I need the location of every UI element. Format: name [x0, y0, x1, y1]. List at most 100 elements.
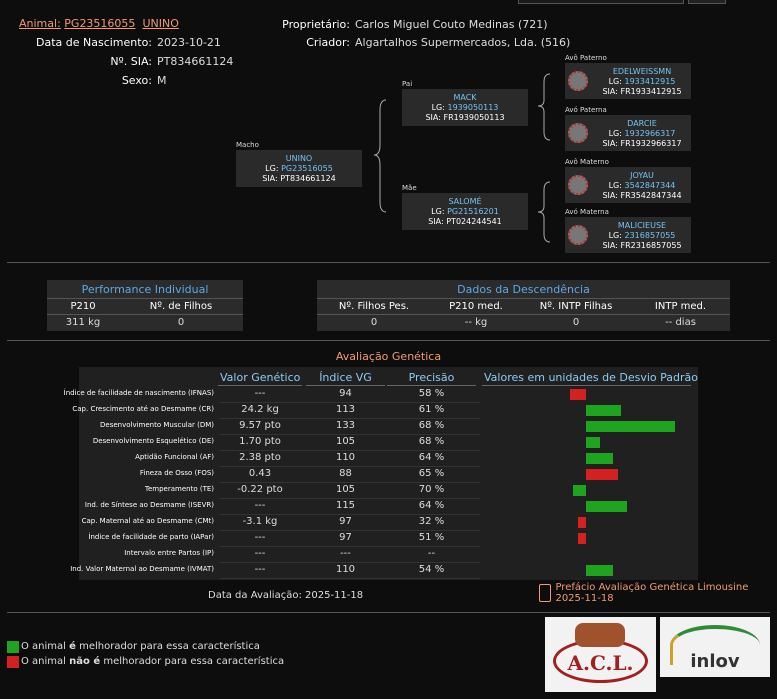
lg-label: LG: [608, 181, 622, 190]
column-header: Valor Genético [220, 371, 301, 384]
row-divider [220, 578, 480, 579]
sd-bar [586, 565, 613, 576]
column-header: P210 med. [449, 301, 503, 312]
sd-bar [586, 421, 676, 432]
trait-name: Índice de facilidade de parto (IAPar) [88, 533, 214, 541]
eval-precision: 68 % [418, 420, 445, 431]
inlov-logo: inlov [660, 617, 770, 677]
node-role: Macho [236, 141, 259, 149]
lg-label: LG: [608, 77, 622, 86]
row-divider [220, 466, 480, 467]
node-name[interactable]: UNINO [285, 154, 313, 163]
node-sia: SIA: FR1932966317 [595, 139, 689, 149]
sia-value: PT024244541 [446, 217, 502, 226]
eval-index: 88 [339, 468, 352, 479]
node-lg: LG: 1932966317 [595, 129, 689, 139]
pdf-icon [539, 584, 552, 602]
lg-value[interactable]: 1939050113 [447, 103, 499, 112]
row-divider [220, 562, 480, 563]
column-header: Índice VG [319, 371, 372, 384]
column-header: Precisão [408, 371, 455, 384]
lg-label: LG: [608, 231, 622, 240]
field-value: PT834661124 [157, 55, 234, 68]
node-sia: SIA: PT024244541 [404, 217, 526, 227]
eval-index: 97 [339, 516, 352, 527]
node-name[interactable]: JOYAU [630, 171, 654, 180]
eval-value: -0.22 pto [237, 484, 283, 495]
node-role: Avó Paterna [565, 106, 607, 114]
table-title: Dados da Descendência [457, 283, 590, 296]
search-input[interactable] [518, 0, 684, 4]
node-name[interactable]: MACK [453, 93, 477, 102]
lg-value[interactable]: 3542847344 [624, 181, 676, 190]
field-value: 2023-10-21 [157, 36, 221, 49]
table-cell: 311 kg [65, 317, 101, 328]
separator [7, 340, 770, 341]
eval-index: 97 [339, 532, 352, 543]
node-name[interactable]: EDELWEISSMN [612, 67, 672, 76]
lg-label: LG: [431, 207, 445, 216]
lg-value[interactable]: PG21516201 [447, 207, 499, 216]
eval-value: 0.43 [248, 468, 272, 479]
row-line [47, 314, 243, 315]
owner-value: Carlos Miguel Couto Medinas (721) [355, 18, 548, 31]
legend-prefix: O animal [21, 641, 66, 652]
lg-value[interactable]: 1933412915 [624, 77, 676, 86]
eval-index: 105 [335, 484, 356, 495]
header-underline [306, 385, 385, 386]
trait-name: Fineza de Osso (FOS) [139, 469, 214, 477]
column-header: Nº. de Filhos [149, 301, 213, 312]
preface-link[interactable]: Prefácio Avaliação Genética Limousine 20… [539, 582, 777, 604]
node-lg: LG: 3542847344 [595, 181, 689, 191]
eval-index: --- [340, 548, 351, 559]
sia-label: SIA: [425, 113, 441, 122]
row-line [317, 298, 730, 299]
node-sia: SIA: PT834661124 [238, 174, 360, 184]
evaluation-table: Valor Genético Índice VG Precisão Valores e… [64, 367, 698, 580]
eval-precision: 65 % [418, 468, 445, 479]
lg-value[interactable]: 2316857055 [624, 231, 676, 240]
separator [7, 262, 770, 263]
eval-precision: 51 % [418, 532, 445, 543]
owner-value: Algartalhos Supermercados, Lda. (516) [355, 36, 571, 49]
animal-icon [568, 225, 588, 245]
eval-index: 110 [335, 452, 356, 463]
trait-name: Temperamento (TE) [144, 485, 214, 493]
lg-value[interactable]: 1932966317 [624, 129, 676, 138]
date-label: Data da Avaliação: [208, 590, 302, 601]
node-name[interactable]: SALOMÉ [448, 197, 482, 206]
eval-index: 110 [335, 564, 356, 575]
animal-icon [568, 123, 588, 143]
node-sia: SIA: FR1939050113 [404, 113, 526, 123]
legend-text: O animal é melhorador para essa caracter… [21, 641, 260, 652]
animal-name[interactable]: UNINO [142, 17, 179, 30]
sd-bar [586, 469, 619, 480]
sia-value: FR3542847344 [620, 191, 682, 200]
eval-precision: 61 % [418, 404, 445, 415]
legend-prefix: O animal [21, 656, 66, 667]
sia-value: PT834661124 [280, 174, 336, 183]
legend-swatch [7, 641, 19, 653]
preface-text: Prefácio Avaliação Genética Limousine 20… [555, 582, 749, 604]
node-name[interactable]: MALICIEUSE [617, 221, 667, 230]
node-name[interactable]: DARCIE [627, 119, 657, 128]
pedigree-node: DARCIE LG: 1932966317 SIA: FR1932966317 [565, 115, 691, 151]
header-underline [387, 385, 476, 386]
legend-emphasis: não é [69, 656, 101, 667]
acl-cow [575, 623, 625, 647]
eval-value: --- [254, 388, 266, 399]
row-divider [220, 546, 480, 547]
pedigree-braces [373, 73, 551, 243]
eval-precision: 64 % [418, 500, 445, 511]
eval-value: 24.2 kg [241, 404, 279, 415]
sia-label: SIA: [602, 241, 618, 250]
search-button[interactable] [688, 0, 726, 4]
eval-value: 9.57 pto [239, 420, 281, 431]
row-divider [220, 498, 480, 499]
sia-label: SIA: [602, 191, 618, 200]
lg-value[interactable]: PG23516055 [281, 164, 333, 173]
animal-label: Animal: [19, 17, 61, 30]
animal-id[interactable]: PG23516055 [64, 17, 136, 30]
sd-bar [569, 389, 586, 400]
trait-name: Intervalo entre Partos (IP) [124, 549, 214, 557]
